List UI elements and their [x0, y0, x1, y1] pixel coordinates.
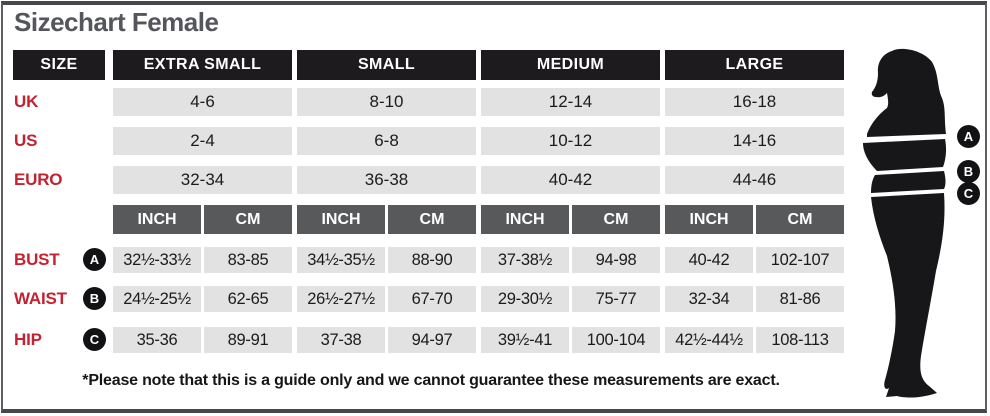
table-cell: 29-30½ — [481, 286, 569, 312]
table-cell: 100-104 — [572, 327, 660, 353]
row-label-hip: HIP — [14, 330, 42, 349]
unit-header-cm: CM — [388, 205, 476, 234]
page-title: Sizechart Female — [14, 7, 219, 37]
disclaimer-note: *Please note that this is a guide only a… — [82, 372, 780, 389]
unit-header-inch: INCH — [481, 205, 569, 234]
table-cell: 40-42 — [481, 166, 660, 194]
table-cell: 12-14 — [481, 88, 660, 116]
table-cell: 24½-25½ — [113, 286, 201, 312]
column-header-large: LARGE — [665, 50, 844, 80]
table-cell: 40-42 — [665, 247, 753, 273]
row-label-waist: WAIST — [14, 289, 67, 308]
table-cell: 89-91 — [204, 327, 292, 353]
unit-header-cm: CM — [756, 205, 844, 234]
table-cell: 8-10 — [297, 88, 476, 116]
table-cell: 4-6 — [113, 88, 292, 116]
figure-marker-a-badge: A — [957, 125, 980, 148]
female-silhouette-image — [863, 48, 947, 398]
row-label-us: US — [14, 131, 38, 150]
figure-marker-c-badge: C — [957, 182, 980, 205]
column-header-medium: MEDIUM — [481, 50, 660, 80]
table-cell: 81-86 — [756, 286, 844, 312]
table-cell: 83-85 — [204, 247, 292, 273]
table-cell: 94-97 — [388, 327, 476, 353]
table-cell: 39½-41 — [481, 327, 569, 353]
table-cell: 32-34 — [113, 166, 292, 194]
table-cell: 14-16 — [665, 127, 844, 155]
table-cell: 6-8 — [297, 127, 476, 155]
table-cell: 10-12 — [481, 127, 660, 155]
table-cell: 62-65 — [204, 286, 292, 312]
table-cell: 37-38½ — [481, 247, 569, 273]
table-cell: 34½-35½ — [297, 247, 385, 273]
table-cell: 102-107 — [756, 247, 844, 273]
marker-b-badge: B — [83, 287, 106, 310]
unit-header-cm: CM — [572, 205, 660, 234]
table-cell: 37-38 — [297, 327, 385, 353]
table-cell: 32½-33½ — [113, 247, 201, 273]
unit-header-inch: INCH — [113, 205, 201, 234]
column-header-extra-small: EXTRA SMALL — [113, 50, 292, 80]
figure-marker-b-badge: B — [957, 160, 980, 183]
marker-a-badge: A — [83, 248, 106, 271]
table-cell: 35-36 — [113, 327, 201, 353]
table-cell: 26½-27½ — [297, 286, 385, 312]
table-cell: 42½-44½ — [665, 327, 753, 353]
row-label-uk: UK — [14, 92, 39, 111]
column-header-small: SMALL — [297, 50, 476, 80]
row-label-bust: BUST — [14, 250, 60, 269]
unit-header-inch: INCH — [297, 205, 385, 234]
column-header-size: SIZE — [13, 50, 105, 80]
table-cell: 16-18 — [665, 88, 844, 116]
row-label-euro: EURO — [14, 170, 63, 189]
table-cell: 108-113 — [756, 327, 844, 353]
table-cell: 75-77 — [572, 286, 660, 312]
table-cell: 44-46 — [665, 166, 844, 194]
table-cell: 88-90 — [388, 247, 476, 273]
unit-header-cm: CM — [204, 205, 292, 234]
table-cell: 94-98 — [572, 247, 660, 273]
marker-c-badge: C — [83, 328, 106, 351]
unit-header-inch: INCH — [665, 205, 753, 234]
table-cell: 67-70 — [388, 286, 476, 312]
table-cell: 32-34 — [665, 286, 753, 312]
table-cell: 2-4 — [113, 127, 292, 155]
table-cell: 36-38 — [297, 166, 476, 194]
